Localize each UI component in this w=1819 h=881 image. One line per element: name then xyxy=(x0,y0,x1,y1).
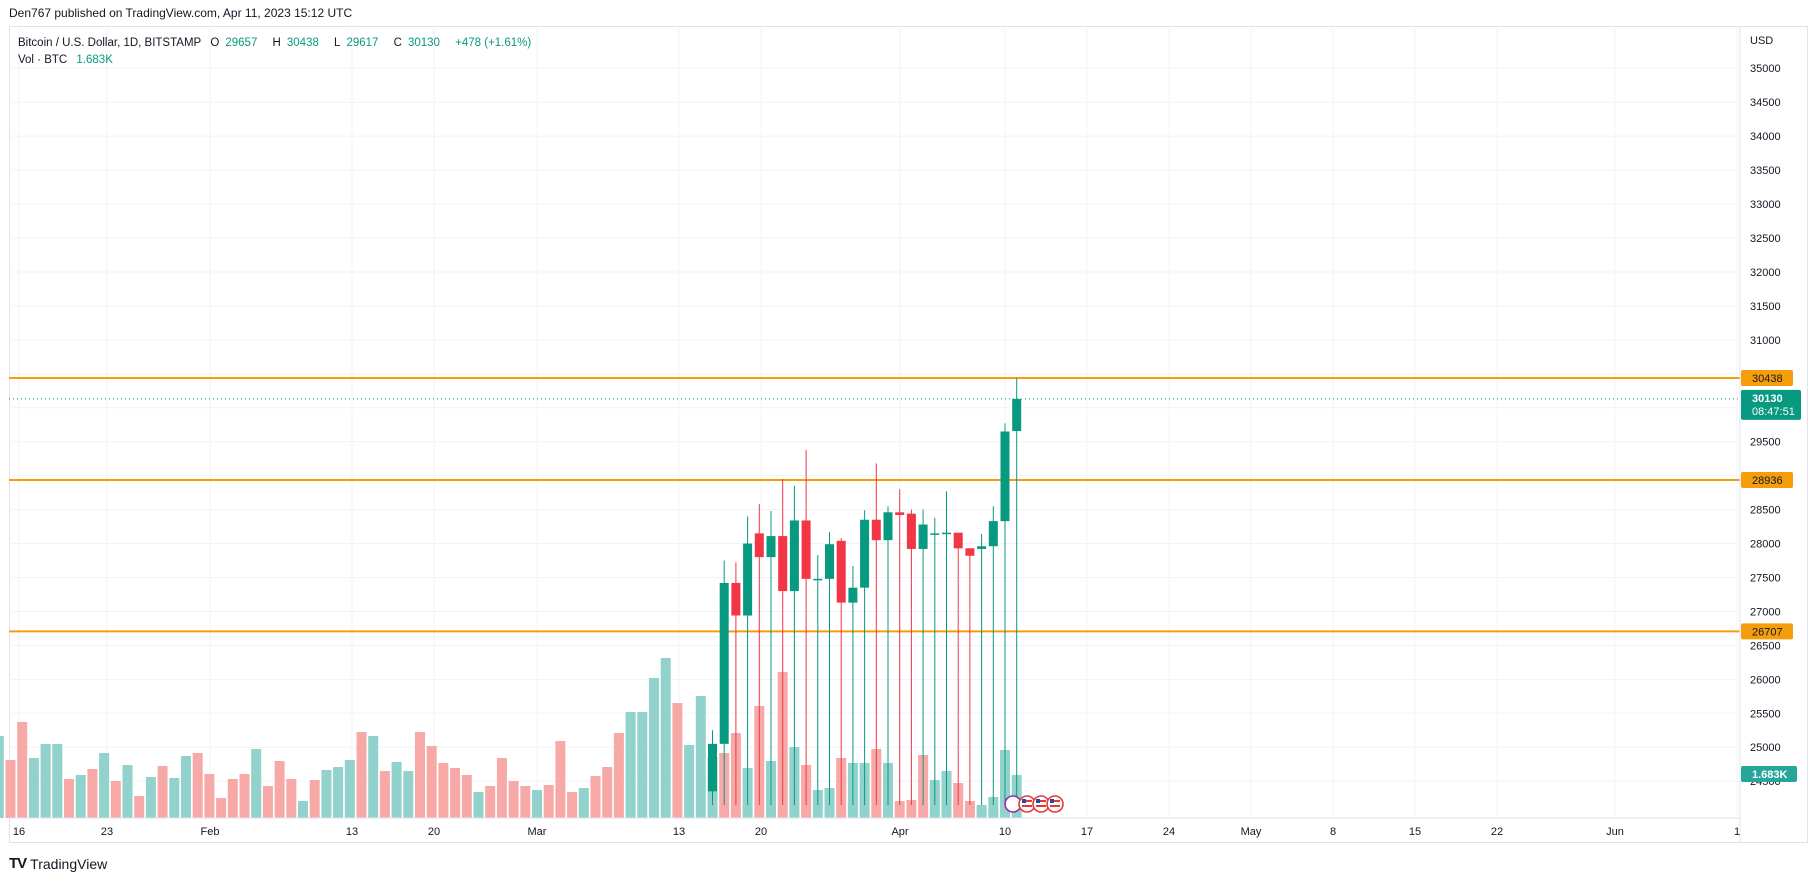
price-tick: 28500 xyxy=(1750,505,1781,517)
time-tick: 16 xyxy=(13,826,25,838)
currency-label: USD xyxy=(1750,35,1773,47)
level-price-label: 30438 xyxy=(1752,373,1783,385)
high-label: H xyxy=(272,37,281,49)
high-value: 30438 xyxy=(286,37,319,49)
time-tick: 15 xyxy=(1409,826,1421,838)
volume-value: 1.683K xyxy=(76,54,113,66)
close-label: C xyxy=(393,37,402,49)
published-caption: Den767 published on TradingView.com, Apr… xyxy=(9,6,353,20)
time-tick: 20 xyxy=(755,826,767,838)
chart-legend: Bitcoin / U.S. Dollar, 1D, BITSTAMP O 296… xyxy=(18,35,537,69)
change-value: +478 (+1.61%) xyxy=(455,37,532,49)
volume-bars xyxy=(0,658,1022,818)
price-tick: 26500 xyxy=(1750,640,1781,652)
volume-label[interactable]: Vol · BTC xyxy=(18,54,68,66)
level-price-label: 26707 xyxy=(1752,626,1783,638)
volume-axis-label: 1.683K xyxy=(1752,769,1788,781)
event-icons[interactable] xyxy=(1004,795,1064,813)
price-tick: 25500 xyxy=(1750,708,1781,720)
open-label: O xyxy=(210,37,220,49)
time-tick: Apr xyxy=(891,826,908,838)
time-tick: May xyxy=(1241,826,1262,838)
horizontal-levels[interactable] xyxy=(9,377,1740,633)
price-tick: 26000 xyxy=(1750,674,1781,686)
time-tick: 24 xyxy=(1163,826,1175,838)
time-axis[interactable]: 16 23 Feb 13 20 Mar 13 20 Apr 10 17 24 May 8 15 22 Jun 1 xyxy=(13,826,1740,838)
countdown-label: 08:47:51 xyxy=(1752,406,1795,418)
price-tick: 32500 xyxy=(1750,233,1781,245)
time-tick: Feb xyxy=(201,826,220,838)
symbol-title[interactable]: Bitcoin / U.S. Dollar, 1D, BITSTAMP xyxy=(18,37,202,49)
price-tick: 27000 xyxy=(1750,606,1781,618)
grid-lines xyxy=(9,26,1740,818)
time-tick: 1 xyxy=(1734,826,1740,838)
open-value: 29657 xyxy=(225,37,258,49)
price-tick: 34500 xyxy=(1750,97,1781,109)
tradingview-logo-icon: TV xyxy=(9,855,27,872)
time-tick: 23 xyxy=(101,826,113,838)
price-tick: 27500 xyxy=(1750,572,1781,584)
price-tick: 32000 xyxy=(1750,267,1781,279)
time-tick: Mar xyxy=(528,826,547,838)
price-tick: 33000 xyxy=(1750,199,1781,211)
last-price-label: 30130 xyxy=(1752,393,1783,405)
time-tick: 8 xyxy=(1330,826,1336,838)
time-tick: 13 xyxy=(673,826,685,838)
price-tick: 31500 xyxy=(1750,301,1781,313)
legend-volume-row: Vol · BTC 1.683K xyxy=(18,52,537,69)
price-tick: 29500 xyxy=(1750,437,1781,449)
time-tick: 17 xyxy=(1081,826,1093,838)
price-tick: 31000 xyxy=(1750,335,1781,347)
price-tick: 25000 xyxy=(1750,742,1781,754)
candlesticks xyxy=(708,378,1022,805)
time-tick: Jun xyxy=(1606,826,1624,838)
low-label: L xyxy=(334,37,341,49)
level-price-label: 28936 xyxy=(1752,475,1783,487)
chart-panel[interactable] xyxy=(9,26,1808,843)
price-axis[interactable]: 35000 34500 34000 33500 33000 32500 32000 31500… xyxy=(1750,63,1781,788)
time-tick: 22 xyxy=(1491,826,1503,838)
price-tick: 35000 xyxy=(1750,63,1781,75)
time-tick: 13 xyxy=(346,826,358,838)
price-tick: 28000 xyxy=(1750,539,1781,551)
price-tick: 33500 xyxy=(1750,165,1781,177)
time-tick: 10 xyxy=(999,826,1011,838)
close-value: 30130 xyxy=(407,37,440,49)
us-flag-event-icon[interactable] xyxy=(1046,795,1064,813)
time-tick: 20 xyxy=(428,826,440,838)
price-tick: 34000 xyxy=(1750,131,1781,143)
brand-name: TradingView xyxy=(30,855,108,872)
low-value: 29617 xyxy=(346,37,379,49)
footer-brand: TV TradingView xyxy=(9,855,107,872)
legend-ohlc-row: Bitcoin / U.S. Dollar, 1D, BITSTAMP O 296… xyxy=(18,35,537,52)
